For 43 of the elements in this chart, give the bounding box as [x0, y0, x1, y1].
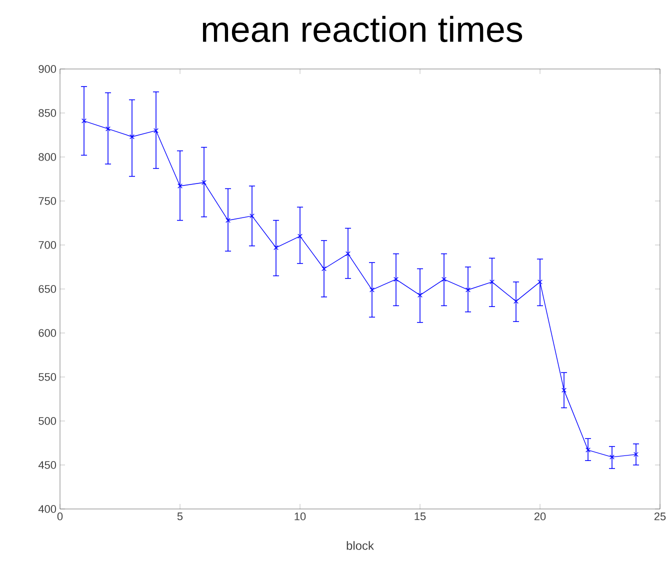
point [178, 184, 182, 188]
x-axis-title: block [346, 541, 374, 550]
y-tick-label: 850 [38, 109, 56, 117]
y-tick-label: 900 [38, 65, 56, 73]
y-tick-label: 550 [38, 373, 56, 381]
x-tick-label: 0 [57, 512, 63, 520]
y-tick-label: 500 [38, 417, 56, 425]
point [346, 251, 350, 256]
chart-title: mean reaction times [202, 16, 522, 42]
point [562, 388, 566, 393]
y-tick-label: 600 [38, 329, 56, 337]
y-tick-label: 700 [38, 241, 56, 249]
y-tick-label: 450 [38, 461, 56, 469]
point [322, 266, 326, 272]
point [610, 454, 614, 460]
y-tick-label: 650 [38, 285, 56, 293]
point [370, 287, 374, 292]
point [154, 128, 158, 134]
y-tick-label: 800 [38, 153, 56, 161]
point [442, 276, 446, 282]
y-tick-label: 750 [38, 197, 56, 205]
point [130, 134, 134, 140]
point [634, 452, 638, 457]
point [586, 448, 590, 452]
y-tick-label: 400 [38, 505, 56, 513]
point [274, 245, 278, 250]
point [490, 279, 494, 284]
point [298, 234, 302, 239]
point [418, 292, 422, 298]
point [394, 276, 398, 282]
point [202, 180, 206, 185]
x-tick-label: 25 [654, 512, 666, 520]
point [250, 213, 254, 218]
point [538, 279, 542, 284]
point [82, 118, 86, 124]
point [106, 126, 110, 132]
x-tick-label: 15 [414, 512, 426, 520]
x-tick-label: 5 [177, 512, 183, 520]
point [514, 298, 518, 304]
point [466, 287, 470, 292]
point [226, 218, 230, 223]
x-tick-label: 20 [534, 512, 546, 520]
x-tick-label: 10 [294, 512, 306, 520]
